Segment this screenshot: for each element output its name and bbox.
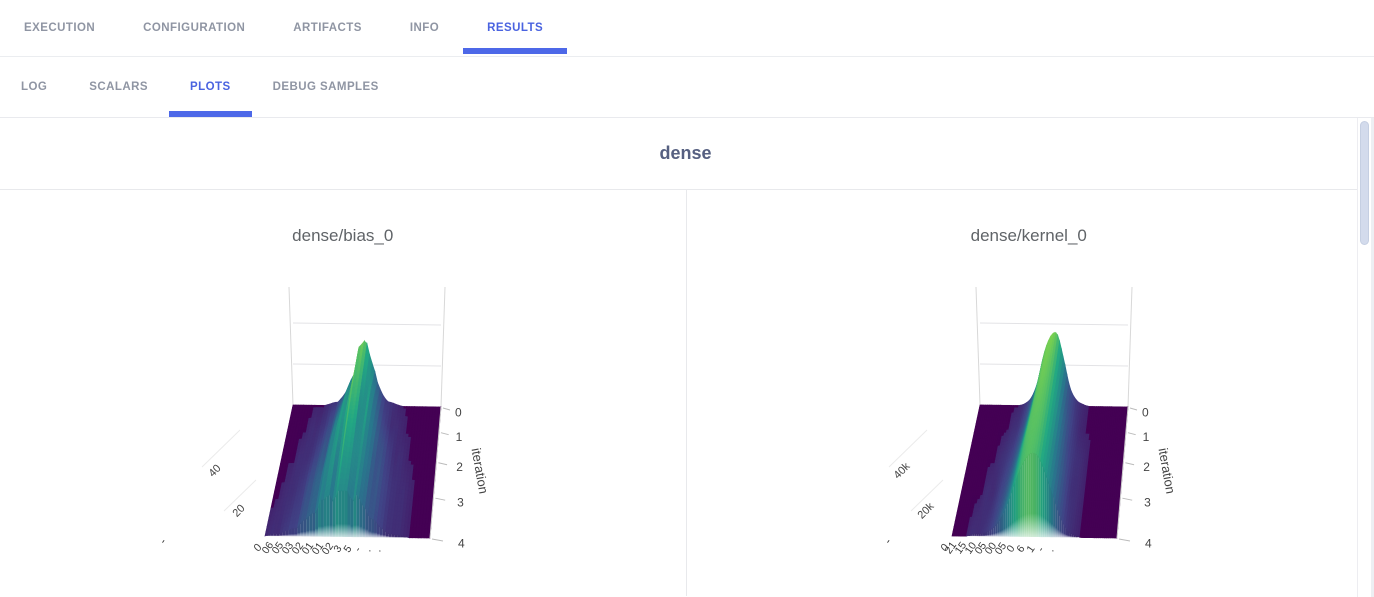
results-subnav: LOG SCALARS PLOTS DEBUG SAMPLES [0, 57, 1374, 118]
nav-tab-configuration[interactable]: CONFIGURATION [143, 22, 246, 34]
scrollbar-thumb[interactable] [1360, 121, 1369, 245]
plot-title-kernel: dense/kernel_0 [970, 226, 1087, 245]
surface-plot-bias[interactable] [0, 259, 686, 596]
plot-title-bias: dense/bias_0 [292, 226, 394, 245]
nav-tab-execution[interactable]: EXECUTION [24, 22, 96, 34]
subnav-tab-scalars[interactable]: SCALARS [89, 81, 149, 93]
surface-plot-kernel[interactable] [686, 259, 1373, 596]
subnav-tab-debug-samples[interactable]: DEBUG SAMPLES [272, 81, 379, 93]
nav-tab-info[interactable]: INFO [409, 22, 440, 34]
page-right-edge [1371, 118, 1374, 597]
subnav-tab-log[interactable]: LOG [21, 81, 48, 93]
plot-group-header: dense [0, 118, 1371, 190]
nav-tab-artifacts[interactable]: ARTIFACTS [293, 22, 362, 34]
plot-card-kernel: dense/kernel_0 [685, 190, 1373, 596]
main-nav: EXECUTION CONFIGURATION ARTIFACTS INFO R… [0, 0, 1374, 57]
plot-card-bias: dense/bias_0 [0, 190, 686, 596]
page-scrollbar[interactable] [1357, 118, 1374, 597]
plots-row: dense/bias_0 dense/kernel_0 [0, 190, 1373, 596]
subnav-tab-plots[interactable]: PLOTS [169, 57, 252, 117]
plot-group-title: dense [659, 143, 712, 163]
nav-tab-results[interactable]: RESULTS [463, 0, 568, 56]
